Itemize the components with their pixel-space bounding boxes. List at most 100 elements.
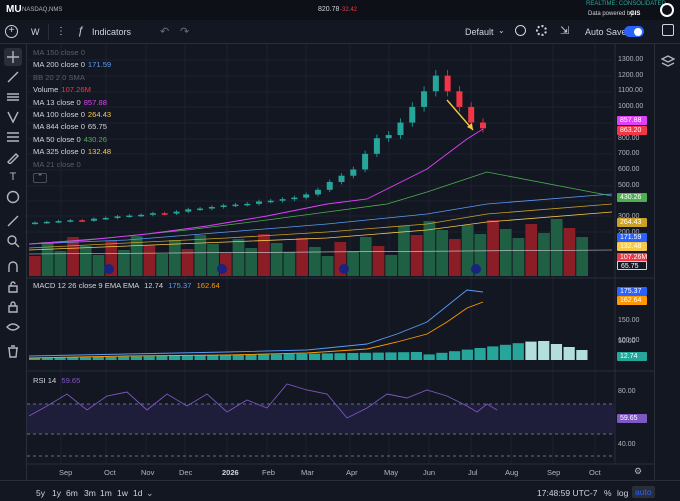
candle	[373, 138, 380, 154]
horizontal-lines-icon[interactable]	[4, 88, 22, 106]
indicators-button[interactable]: Indicators	[92, 27, 132, 37]
candle	[232, 204, 239, 207]
clock-time[interactable]: 17:48:59 UTC-7	[537, 488, 598, 498]
legend-row[interactable]: MA 844 close 0 65.75	[33, 122, 107, 131]
settings-icon[interactable]	[536, 25, 547, 36]
settings-gear-icon[interactable]: ⚙	[634, 466, 643, 476]
undo-icon[interactable]: ↶	[160, 26, 170, 38]
lock-drawing-icon[interactable]	[4, 278, 22, 296]
drawing-toolbar: T	[0, 44, 27, 480]
layout-select[interactable]: Default	[465, 27, 494, 37]
brush-icon[interactable]	[4, 148, 22, 166]
zoom-in-icon[interactable]	[4, 232, 22, 250]
legend-row[interactable]: MA 13 close 0 857.88	[33, 98, 107, 107]
candle	[432, 75, 439, 92]
collapse-legend-icon[interactable]: ⌃	[33, 173, 47, 183]
legend-row[interactable]: MA 50 close 0 430.26	[33, 135, 107, 144]
legend-label: Volume	[33, 85, 59, 95]
search-icon[interactable]	[660, 3, 674, 17]
range-button[interactable]: 1d	[133, 488, 143, 498]
volume-bar	[105, 241, 118, 276]
price-tag: 863.20	[617, 126, 647, 135]
range-button[interactable]: 5y	[36, 488, 45, 498]
legend-value: 857.88	[83, 97, 107, 107]
arrow-annotation[interactable]	[446, 99, 474, 131]
candle	[43, 221, 50, 224]
macd-bar	[487, 346, 499, 360]
volume-bar	[54, 251, 67, 276]
pattern-icon[interactable]	[4, 108, 22, 126]
macd-axis-label: 150.00	[618, 317, 640, 324]
trendline-icon[interactable]	[4, 68, 22, 86]
macd-histogram	[29, 341, 588, 360]
auto-save-toggle[interactable]	[624, 26, 644, 37]
range-button[interactable]: 6m	[66, 488, 78, 498]
range-button[interactable]: 1m	[100, 488, 112, 498]
candle	[397, 122, 404, 136]
legend-row[interactable]: MA 325 close 0 132.48	[33, 147, 111, 156]
legend-row[interactable]: Volume 107.26M	[33, 85, 91, 94]
legend-label: BB 20 2 0 SMA	[33, 72, 85, 82]
layers-icon[interactable]	[659, 52, 677, 70]
right-toolbar	[654, 44, 680, 480]
macd-bar	[41, 357, 53, 360]
candle	[173, 211, 180, 214]
lock-icon[interactable]	[4, 298, 22, 316]
snapshot-icon[interactable]: ⇲	[560, 25, 570, 37]
legend-row[interactable]: MA 150 close 0	[33, 48, 85, 57]
ruler-icon[interactable]	[4, 212, 22, 230]
indicator-legend: MA 150 close 0 MA 200 close 0 171.59 BB 20 …	[0, 44, 300, 179]
legend-row[interactable]: BB 20 2 0 SMA	[33, 73, 85, 82]
date-range-icon[interactable]: ⌄	[146, 488, 154, 498]
range-button[interactable]: 1y	[52, 488, 61, 498]
log-toggle[interactable]: log	[617, 488, 629, 498]
macd-bar	[54, 357, 66, 360]
ma-13-line	[28, 128, 484, 245]
eye-icon[interactable]	[4, 318, 22, 336]
indicators-icon[interactable]: ƒ	[78, 25, 85, 37]
auto-toggle[interactable]: auto	[632, 486, 655, 498]
ma-200-line	[28, 193, 613, 245]
range-button[interactable]: 3m	[84, 488, 96, 498]
price-axis-label: 800.00	[618, 134, 640, 142]
toolbar-divider	[48, 24, 49, 40]
legend-value: 132.48	[87, 147, 112, 157]
percent-toggle[interactable]: %	[604, 488, 612, 498]
volume-bar	[79, 246, 92, 276]
chevron-down-icon[interactable]: ⌄	[498, 26, 505, 35]
legend-row[interactable]: MA 200 close 0 171.59	[33, 60, 111, 69]
macd-label: MACD 12 26 close 9 EMA EMA	[33, 281, 139, 290]
interval-button[interactable]: W	[31, 27, 40, 37]
time-axis-label: Apr	[346, 468, 358, 477]
ma-844-line	[28, 249, 613, 255]
trash-icon[interactable]	[4, 342, 22, 360]
chart-area[interactable]	[27, 44, 654, 480]
compare-icon[interactable]: ⋮	[56, 26, 66, 37]
macd-bar	[207, 355, 219, 360]
legend-row[interactable]: MA 100 close 0 264.43	[33, 110, 111, 119]
macd-bar	[423, 354, 435, 360]
rsi-band	[27, 404, 615, 434]
legend-label: MA 200 close 0	[33, 60, 85, 70]
candle	[32, 222, 38, 225]
redo-icon[interactable]: ↷	[180, 26, 190, 38]
text-icon[interactable]: T	[9, 171, 17, 183]
legend-label: MA 50 close 0	[33, 134, 81, 144]
crosshair-icon[interactable]	[4, 48, 22, 66]
emoji-icon[interactable]	[4, 188, 22, 206]
macd-bar	[156, 356, 168, 360]
candle	[314, 189, 321, 195]
zoom-icon[interactable]	[515, 25, 526, 36]
macd-bar	[461, 349, 473, 360]
fullscreen-icon[interactable]	[662, 24, 674, 36]
legend-row[interactable]: MA 21 close 0	[33, 160, 81, 169]
volume-bar	[359, 237, 372, 276]
time-axis-label: Oct	[589, 468, 601, 477]
fib-icon[interactable]	[4, 128, 22, 146]
candle	[55, 221, 62, 223]
add-symbol-icon[interactable]: +	[5, 25, 18, 38]
volume-bar	[372, 246, 385, 276]
macd-bar	[576, 350, 588, 360]
magnet-icon[interactable]	[4, 258, 22, 276]
range-button[interactable]: 1w	[117, 488, 128, 498]
